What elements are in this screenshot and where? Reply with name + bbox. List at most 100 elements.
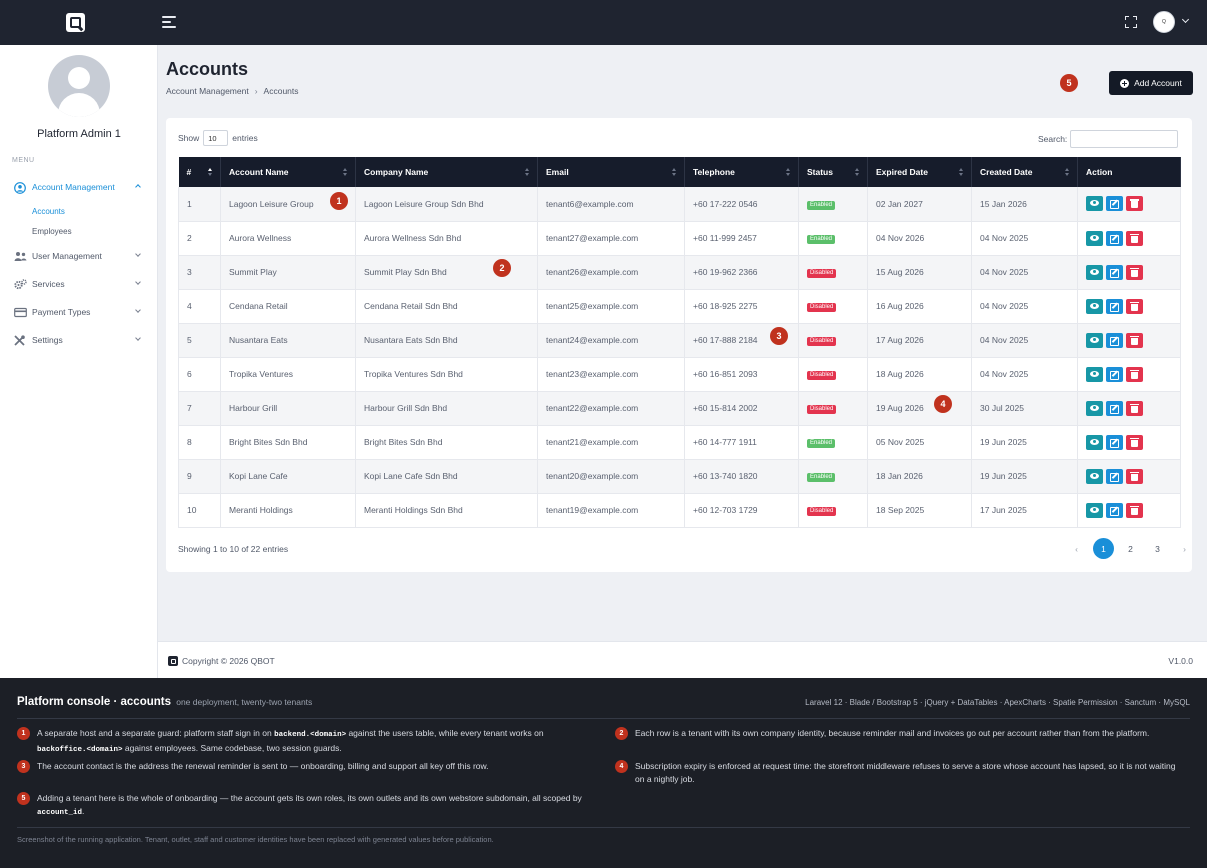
delete-button[interactable] bbox=[1126, 230, 1143, 246]
search-input[interactable] bbox=[1070, 130, 1179, 148]
edit-button[interactable] bbox=[1106, 468, 1123, 484]
cell-expired-date: 18 Jan 2026 bbox=[867, 459, 972, 494]
view-button[interactable] bbox=[1086, 332, 1103, 348]
column-header: Action bbox=[1077, 157, 1181, 187]
edit-button[interactable] bbox=[1106, 332, 1123, 348]
app-logo-icon bbox=[168, 656, 178, 666]
breadcrumb-item[interactable]: Account Management bbox=[166, 86, 249, 96]
sidebar-subitem-employees[interactable]: Employees bbox=[32, 227, 72, 236]
view-button[interactable] bbox=[1086, 400, 1103, 416]
add-account-button[interactable]: Add Account bbox=[1109, 71, 1193, 95]
edit-button[interactable] bbox=[1106, 366, 1123, 382]
page-button[interactable]: 3 bbox=[1155, 543, 1160, 554]
column-header[interactable]: # bbox=[178, 157, 221, 187]
table-row: 5 Nusantara Eats Nusantara Eats Sdn Bhd ten… bbox=[178, 323, 1181, 358]
edit-button[interactable] bbox=[1106, 502, 1123, 518]
delete-button[interactable] bbox=[1126, 332, 1143, 348]
view-button[interactable] bbox=[1086, 502, 1103, 518]
page-button[interactable]: 1 bbox=[1093, 538, 1114, 559]
cell-company-name: Cendana Retail Sdn Bhd bbox=[355, 289, 538, 324]
cell-status: Disabled bbox=[798, 323, 868, 358]
cell-company-name: Aurora Wellness Sdn Bhd bbox=[355, 221, 538, 256]
column-header[interactable]: Email bbox=[537, 157, 685, 187]
delete-button[interactable] bbox=[1126, 468, 1143, 484]
column-header[interactable]: Company Name bbox=[355, 157, 538, 187]
cell-account-name: Meranti Holdings bbox=[220, 493, 356, 528]
next-page-button[interactable]: › bbox=[1183, 543, 1186, 554]
cell-telephone: +60 12-703 1729 bbox=[684, 493, 799, 528]
edit-button[interactable] bbox=[1106, 230, 1123, 246]
disclaimer: Screenshot of the running application. T… bbox=[17, 835, 494, 844]
column-header[interactable]: Created Date bbox=[971, 157, 1078, 187]
column-header[interactable]: Status bbox=[798, 157, 868, 187]
table-row: 3 Summit Play Summit Play Sdn Bhd tenant26@… bbox=[178, 255, 1181, 290]
entries-select[interactable]: 10 bbox=[203, 130, 229, 146]
sort-icon bbox=[672, 168, 677, 177]
column-header[interactable]: Account Name bbox=[220, 157, 356, 187]
view-button[interactable] bbox=[1086, 264, 1103, 280]
cell-email: tenant20@example.com bbox=[537, 459, 685, 494]
note-number: 4 bbox=[615, 760, 628, 773]
edit-button[interactable] bbox=[1106, 400, 1123, 416]
cell-status: Disabled bbox=[798, 357, 868, 392]
note-number: 5 bbox=[17, 792, 30, 805]
edit-button[interactable] bbox=[1106, 264, 1123, 280]
edit-button[interactable] bbox=[1106, 298, 1123, 314]
note-number: 1 bbox=[17, 727, 30, 740]
view-button[interactable] bbox=[1086, 230, 1103, 246]
cell-status: Enabled bbox=[798, 459, 868, 494]
fullscreen-icon[interactable] bbox=[1125, 16, 1137, 28]
delete-button[interactable] bbox=[1126, 502, 1143, 518]
prev-page-button[interactable]: ‹ bbox=[1075, 543, 1078, 554]
cell-actions bbox=[1077, 187, 1181, 222]
cell-expired-date: 19 Aug 2026 bbox=[867, 391, 972, 426]
cell-account-name: Tropika Ventures bbox=[220, 357, 356, 392]
sidebar-item-services[interactable]: Services bbox=[14, 276, 146, 292]
sidebar-item-settings[interactable]: Settings bbox=[14, 332, 146, 348]
table-row: 4 Cendana Retail Cendana Retail Sdn Bhd ten… bbox=[178, 289, 1181, 324]
delete-button[interactable] bbox=[1126, 196, 1143, 212]
delete-button[interactable] bbox=[1126, 264, 1143, 280]
delete-button[interactable] bbox=[1126, 434, 1143, 450]
chevron-down-icon[interactable] bbox=[1181, 15, 1190, 24]
view-button[interactable] bbox=[1086, 366, 1103, 382]
delete-button[interactable] bbox=[1126, 298, 1143, 314]
cell-status: Disabled bbox=[798, 493, 868, 528]
page-button[interactable]: 2 bbox=[1128, 543, 1133, 554]
cell-number: 1 bbox=[178, 187, 221, 222]
cell-company-name: Bright Bites Sdn Bhd bbox=[355, 425, 538, 460]
view-button[interactable] bbox=[1086, 298, 1103, 314]
sort-icon bbox=[959, 168, 964, 177]
sort-icon bbox=[855, 168, 860, 177]
app-logo-icon[interactable] bbox=[66, 13, 85, 32]
sidebar-item-payment-types[interactable]: Payment Types bbox=[14, 304, 146, 320]
cell-email: tenant24@example.com bbox=[537, 323, 685, 358]
menu-toggle-icon[interactable] bbox=[162, 16, 176, 28]
row-actions bbox=[1086, 230, 1172, 246]
note-text: A separate host and a separate guard: pl… bbox=[37, 728, 544, 754]
view-button[interactable] bbox=[1086, 434, 1103, 450]
add-account-label: Add Account bbox=[1134, 78, 1182, 88]
annotation-marker: 2 bbox=[493, 259, 511, 277]
table-row: 8 Bright Bites Sdn Bhd Bright Bites Sdn Bh… bbox=[178, 425, 1181, 460]
delete-button[interactable] bbox=[1126, 366, 1143, 382]
delete-button[interactable] bbox=[1126, 400, 1143, 416]
sidebar-subitem-accounts[interactable]: Accounts bbox=[32, 207, 65, 216]
note-item: 5 Adding a tenant here is the whole of o… bbox=[17, 792, 592, 820]
page-title: Accounts bbox=[166, 59, 249, 79]
edit-button[interactable] bbox=[1106, 196, 1123, 212]
column-header[interactable]: Telephone bbox=[684, 157, 799, 187]
column-header[interactable]: Expired Date bbox=[867, 157, 972, 187]
annotation-marker: 1 bbox=[330, 192, 348, 210]
cell-telephone: +60 11-999 2457 bbox=[684, 221, 799, 256]
edit-button[interactable] bbox=[1106, 434, 1123, 450]
sidebar-item-user-management[interactable]: User Management bbox=[14, 248, 146, 264]
cell-company-name: Lagoon Leisure Group Sdn Bhd bbox=[355, 187, 538, 222]
breadcrumb-separator: › bbox=[254, 86, 258, 96]
status-badge: Disabled bbox=[807, 268, 837, 278]
view-button[interactable] bbox=[1086, 196, 1103, 212]
sidebar-item-account-management[interactable]: Account Management bbox=[14, 179, 146, 195]
view-button[interactable] bbox=[1086, 468, 1103, 484]
user-avatar[interactable]: Q bbox=[1153, 11, 1175, 33]
credit-card-icon bbox=[14, 307, 27, 318]
